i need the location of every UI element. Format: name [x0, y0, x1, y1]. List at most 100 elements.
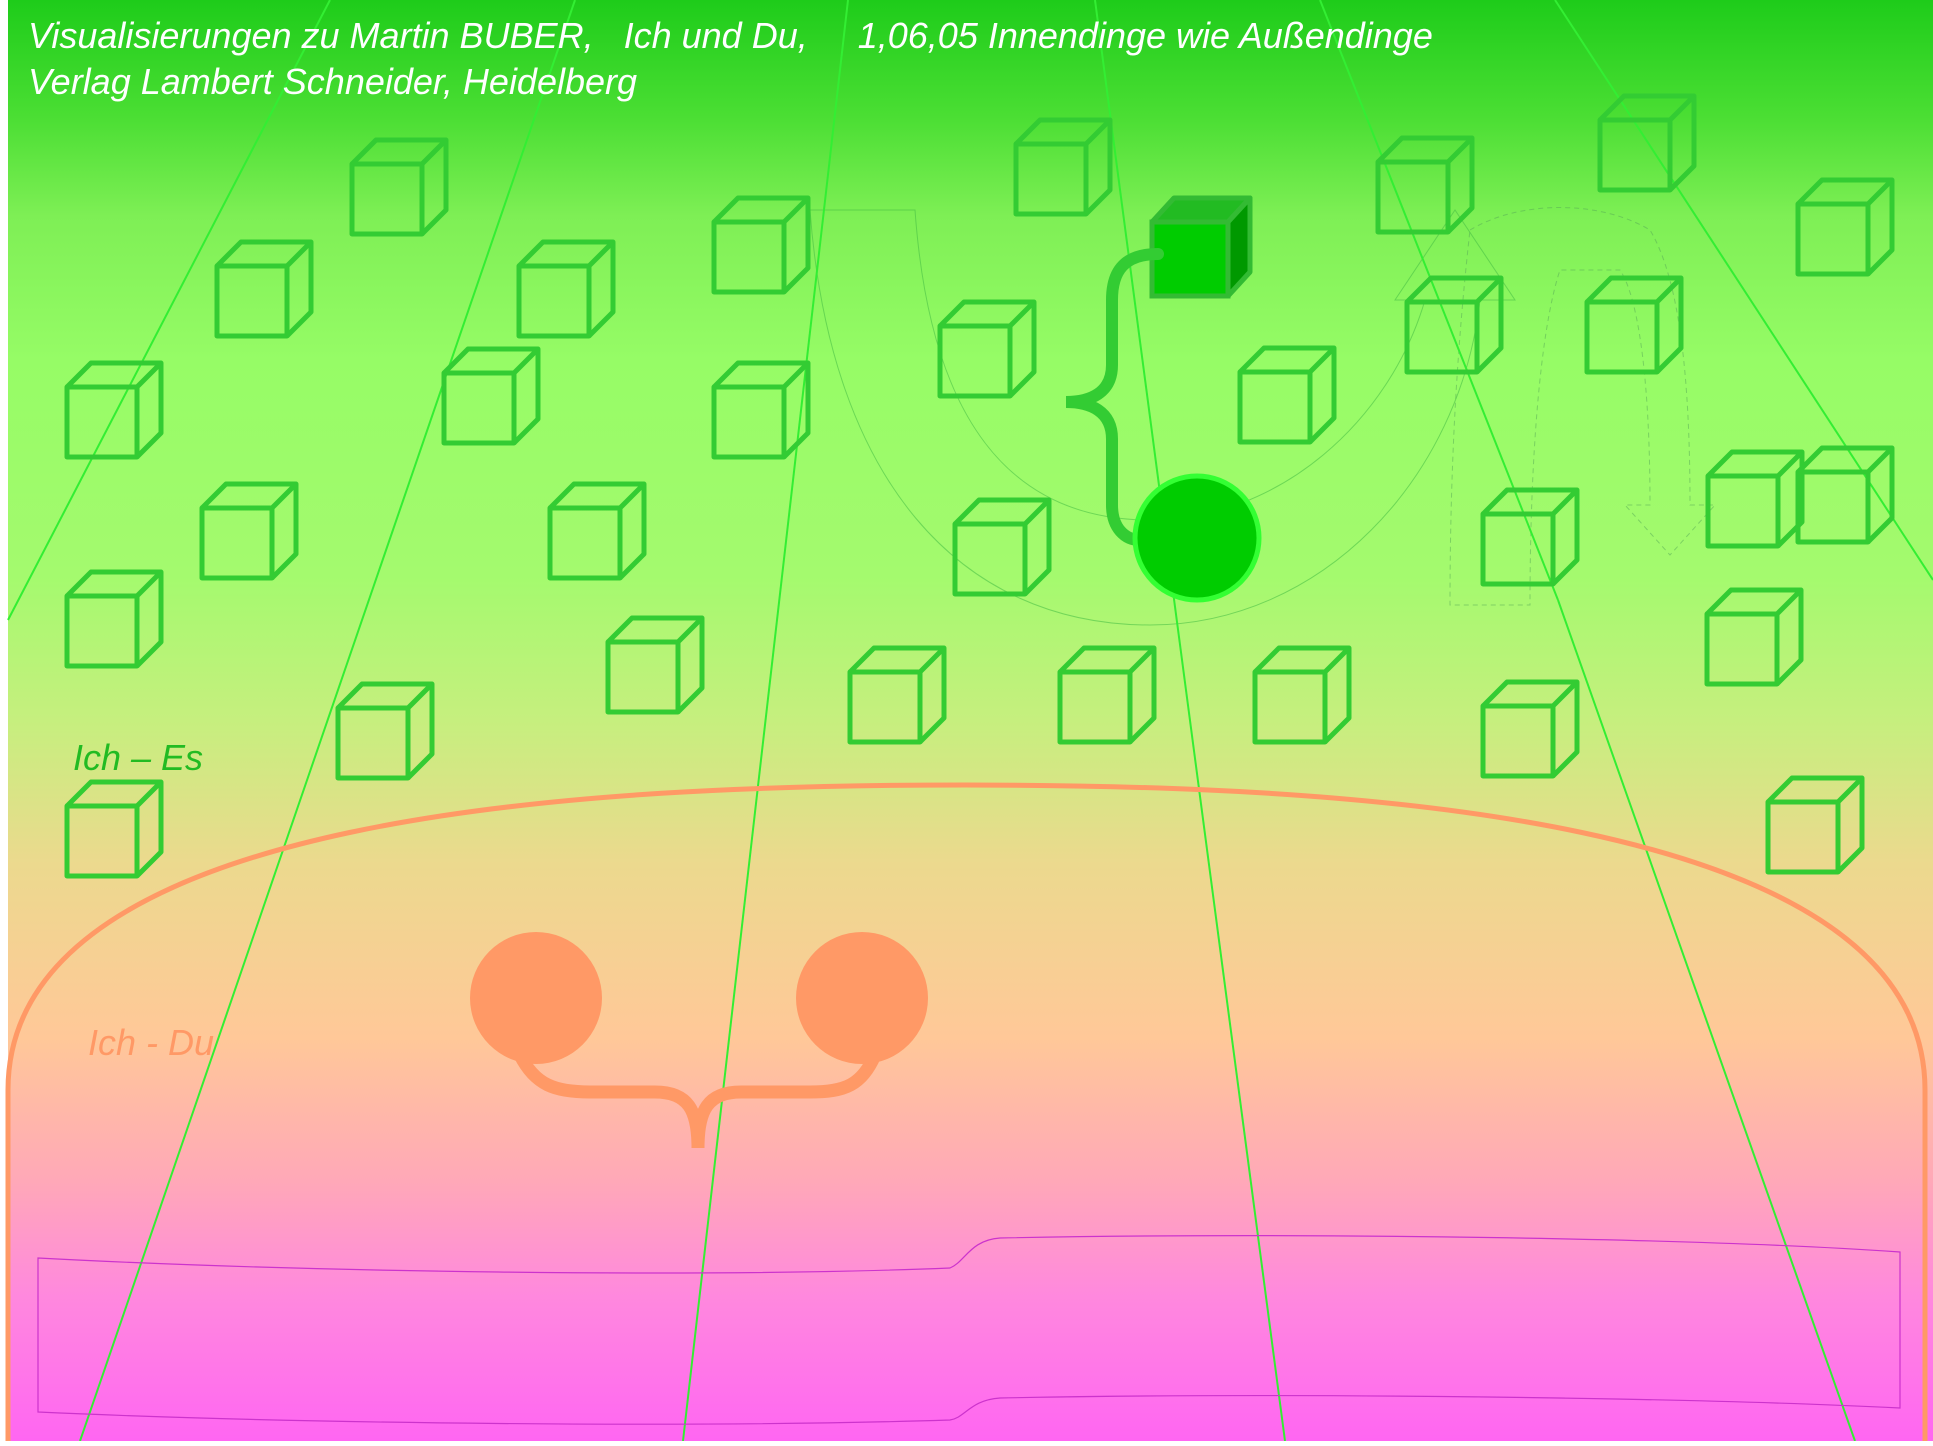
perspective-line	[79, 0, 576, 1442]
cube-edge	[1023, 498, 1051, 526]
cube-edge	[1475, 276, 1503, 304]
cube-front-face	[847, 669, 923, 745]
wireframe-cube	[1480, 487, 1580, 587]
wireframe-cube	[1795, 177, 1895, 277]
perspective-line	[1557, 599, 1856, 1442]
wireframe-cube	[1704, 587, 1804, 687]
wireframe-cube	[605, 615, 705, 715]
wireframe-cube	[214, 239, 314, 339]
wireframe-cube	[937, 299, 1037, 399]
wireframe-cube	[1404, 275, 1504, 375]
cube-front-face	[1584, 299, 1660, 375]
cube-edge	[135, 570, 163, 598]
wireframe-cube	[952, 497, 1052, 597]
cube-front-face	[64, 384, 140, 460]
wireframe-cube	[711, 360, 811, 460]
cube-front-face	[1057, 669, 1133, 745]
gradient-background	[8, 0, 1933, 1441]
ich-du-dome-outline	[5, 782, 1928, 1441]
cube-edge	[1084, 118, 1112, 146]
cube-front-face	[1704, 611, 1780, 687]
wireframe-cube	[1252, 645, 1352, 745]
cube-edge	[1008, 300, 1036, 328]
du-circle	[796, 932, 928, 1064]
cube-front-face	[1795, 201, 1871, 277]
header-line-1: Visualisierungen zu Martin BUBER, Ich un…	[28, 15, 1433, 56]
cube-edge	[1446, 136, 1474, 164]
cube-front-face	[64, 593, 140, 669]
wireframe-cube	[1057, 645, 1157, 745]
header-line-2: Verlag Lambert Schneider, Heidelberg	[28, 61, 637, 102]
cube-edge	[135, 361, 163, 389]
wireframe-cube	[64, 569, 164, 669]
cube-front-face	[349, 161, 425, 237]
cube-edge	[918, 646, 946, 674]
cube-front-face	[1252, 669, 1328, 745]
cube-edge	[1323, 646, 1351, 674]
cube-edge	[285, 240, 313, 268]
wireframe-cube	[847, 645, 947, 745]
wireframe-cube	[1705, 449, 1805, 549]
wireframe-cube	[1584, 275, 1684, 375]
perspective-line	[682, 0, 849, 1442]
magenta-tray-outline	[37, 1235, 1901, 1425]
cube-front-face	[1237, 369, 1313, 445]
wireframe-cube	[711, 195, 811, 295]
ich-es-curly-brace	[1065, 248, 1164, 546]
cube-edge	[782, 361, 810, 389]
wireframe-cube	[1795, 445, 1895, 545]
faint-dashed-outline	[1449, 207, 1717, 606]
wireframe-cube	[64, 779, 164, 879]
perspective-line	[1094, 0, 1286, 1442]
cube-edge	[782, 196, 810, 224]
wireframe-cube	[547, 481, 647, 581]
wireframe-cube	[516, 239, 616, 339]
ich-du-connector	[513, 1048, 882, 1149]
cube-edge	[1866, 178, 1894, 206]
cube-front-face	[214, 263, 290, 339]
cube-front-face	[937, 323, 1013, 399]
cube-edge	[406, 682, 434, 710]
solid-cube-front	[1149, 219, 1231, 299]
cube-front-face	[1705, 473, 1781, 549]
cube-edge	[1775, 588, 1803, 616]
cube-front-face	[64, 803, 140, 879]
wireframe-cube	[199, 481, 299, 581]
cube-front-face	[1013, 141, 1089, 217]
wireframe-cube	[349, 137, 449, 237]
ich-es-figure	[1065, 195, 1262, 603]
cube-edge	[676, 616, 704, 644]
ich-du-figure	[470, 932, 928, 1149]
ich-du-label: Ich - Du	[88, 1022, 214, 1063]
cube-edge	[420, 138, 448, 166]
ich-es-label: Ich – Es	[73, 737, 203, 778]
cube-edge	[1866, 446, 1894, 474]
cube-edge	[1551, 680, 1579, 708]
wireframe-cube	[64, 360, 164, 460]
wireframe-cube	[1237, 345, 1337, 445]
wireframe-cube	[1375, 135, 1475, 235]
cube-front-face	[1404, 299, 1480, 375]
cube-edge	[1776, 450, 1804, 478]
cube-front-face	[1795, 469, 1871, 545]
cube-front-face	[1597, 117, 1673, 193]
cube-front-face	[1375, 159, 1451, 235]
cube-front-face	[1765, 799, 1841, 875]
cube-edge	[1551, 488, 1579, 516]
cube-edge	[587, 240, 615, 268]
cube-edge	[1655, 276, 1683, 304]
wireframe-cube	[1765, 775, 1865, 875]
cube-edge	[512, 347, 540, 375]
wireframe-cube	[335, 681, 435, 781]
wireframe-cube	[1480, 679, 1580, 779]
cube-front-face	[199, 505, 275, 581]
cube-front-face	[605, 639, 681, 715]
ich-circle	[470, 932, 602, 1064]
cube-edge	[1128, 646, 1156, 674]
cube-front-face	[1480, 703, 1556, 779]
cube-front-face	[547, 505, 623, 581]
wireframe-cube	[1013, 117, 1113, 217]
cube-edge	[618, 482, 646, 510]
